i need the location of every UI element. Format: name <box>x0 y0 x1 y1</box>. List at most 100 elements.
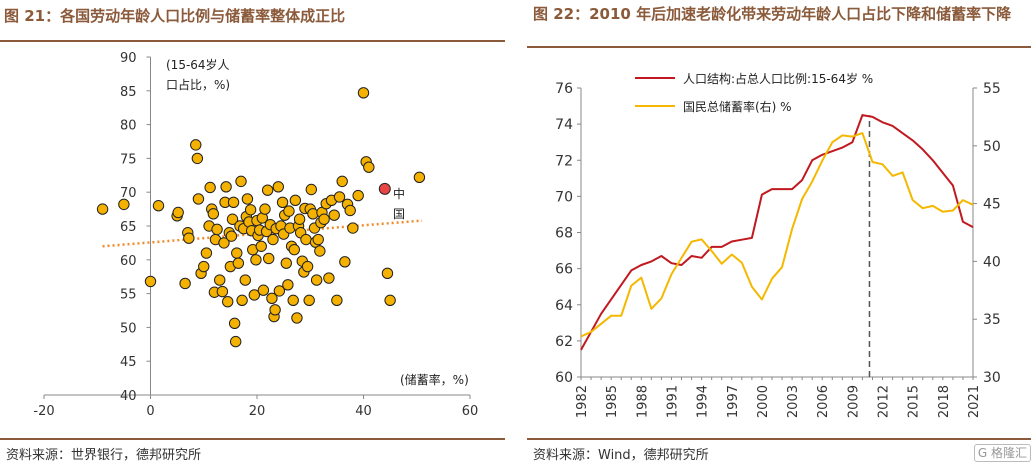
left-y-tick-label: 60 <box>555 370 573 386</box>
scatter-point <box>328 209 340 221</box>
scatter-point <box>318 213 330 225</box>
left-y-tick-label: 68 <box>555 226 573 242</box>
y-tick-label: 60 <box>120 254 137 269</box>
scatter-point <box>236 294 248 307</box>
scatter-point <box>214 274 226 286</box>
scatter-point <box>413 171 426 184</box>
x-tick-label: 1991 <box>665 385 680 418</box>
scatter-point <box>272 181 284 193</box>
scatter-point <box>192 193 205 205</box>
scatter-point <box>287 294 299 307</box>
left-y-tick-label: 72 <box>555 153 573 169</box>
x-tick-label: 1985 <box>605 385 620 418</box>
scatter-point <box>183 232 195 244</box>
scatter-point <box>381 267 394 280</box>
scatter-point <box>226 213 239 225</box>
right-y-tick-label: 55 <box>983 81 1001 97</box>
population-15-64-line <box>580 114 974 351</box>
china-point <box>378 182 391 195</box>
x-tick-label: 20 <box>249 404 266 419</box>
source-rule <box>0 438 505 440</box>
scatter-point <box>172 206 184 219</box>
x-tick-label: 2003 <box>786 385 801 418</box>
figure-21-title: 图 21：各国劳动年龄人口比例与储蓄率整体成正比 <box>4 7 346 25</box>
scatter-point <box>179 277 191 290</box>
scatter-point <box>266 292 278 305</box>
scatter-point <box>152 200 165 212</box>
x-tick-label: 2000 <box>756 385 771 418</box>
china-label-line1: 中 <box>393 186 405 201</box>
scatter-point <box>231 247 243 259</box>
scatter-point <box>216 285 229 298</box>
scatter-point <box>357 87 370 99</box>
x-tick-label: 40 <box>355 404 372 419</box>
figure-22-title: 图 22：2010 年后加速老龄化带来劳动年龄人口占比下降和储蓄率下降 <box>533 5 1012 23</box>
scatter-point <box>198 260 210 273</box>
x-tick-label: 60 <box>462 404 479 419</box>
scatter-point <box>333 191 346 203</box>
scatter-point <box>218 237 230 249</box>
scatter-point <box>200 247 213 259</box>
source-rule <box>527 438 1031 440</box>
scatter-point <box>211 223 223 236</box>
right-figure: 图 22：2010 年后加速老龄化带来劳动年龄人口占比下降和储蓄率下降 60 62… <box>523 0 1035 471</box>
scatter-point <box>331 294 343 307</box>
x-tick-label: 2006 <box>816 385 831 418</box>
y-tick-label: 85 <box>120 85 137 100</box>
china-label-line2: 国 <box>393 207 405 221</box>
scatter-point <box>273 285 286 297</box>
x-tick-label: 2009 <box>846 385 861 418</box>
y-axis-label-line2: 口占比，%) <box>166 77 230 92</box>
scatter-point <box>282 279 294 291</box>
scatter-point <box>241 193 254 205</box>
scatter-point <box>96 203 109 215</box>
scatter-point <box>303 294 315 307</box>
scatter-point <box>288 243 300 256</box>
scatter-point <box>250 254 262 266</box>
scatter-point <box>336 175 348 188</box>
right-y-tick-label: 45 <box>983 197 1001 213</box>
right-y-tick-label: 30 <box>983 370 1001 386</box>
x-tick-label: 2018 <box>937 385 952 418</box>
scatter-point <box>222 296 234 308</box>
scatter-point <box>248 289 261 301</box>
scatter-point <box>118 198 130 211</box>
x-axis-label: (储蓄率，%) <box>400 372 469 387</box>
y-tick-label: 70 <box>120 186 137 201</box>
left-y-tick-label: 70 <box>555 189 573 205</box>
scatter-point <box>347 222 359 234</box>
scatter-point <box>384 294 396 307</box>
x-tick-label: 2015 <box>907 385 922 418</box>
y-tick-label: 40 <box>120 389 137 404</box>
scatter-point <box>323 272 335 284</box>
title-rule <box>527 46 1031 48</box>
left-figure: 图 21：各国劳动年龄人口比例与储蓄率整体成正比 -20 0 20 40 60 40 45 5… <box>0 0 517 471</box>
y-tick-label: 65 <box>120 220 137 235</box>
y-tick-label: 50 <box>120 321 137 336</box>
scatter-point <box>220 181 232 193</box>
x-tick-label: -20 <box>33 404 54 419</box>
x-tick-label: 1994 <box>696 385 711 418</box>
scatter-point <box>259 203 271 215</box>
left-y-tick-label: 64 <box>555 298 573 314</box>
scatter-point <box>257 284 270 296</box>
y-tick-label: 80 <box>120 119 137 134</box>
scatter-point <box>305 183 318 196</box>
x-tick-label: 2021 <box>967 385 982 418</box>
left-source: 资料来源：世界银行，德邦研究所 <box>6 448 202 463</box>
scatter-point <box>291 312 303 324</box>
scatter-point <box>228 317 241 330</box>
scatter-point <box>283 205 295 217</box>
scatter-point <box>344 204 356 217</box>
scatter-point <box>204 181 216 194</box>
scatter-point <box>227 196 240 209</box>
y-tick-label: 75 <box>120 152 137 167</box>
scatter-point <box>339 256 351 268</box>
scatter-point <box>235 175 247 188</box>
y-tick-label: 90 <box>120 51 137 66</box>
scatter-point <box>225 230 238 242</box>
right-y-tick-label: 50 <box>983 139 1001 155</box>
x-tick-label: 1997 <box>726 385 741 418</box>
scatter-point <box>276 196 289 209</box>
gelonghui-watermark: G 格隆汇 <box>973 444 1031 462</box>
